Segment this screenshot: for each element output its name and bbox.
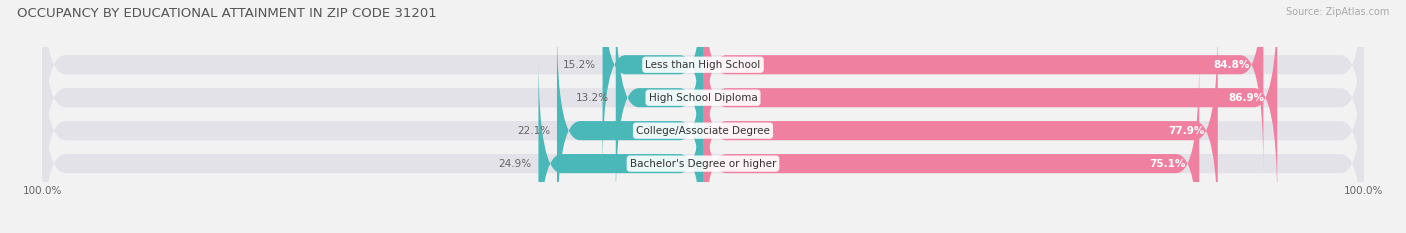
FancyBboxPatch shape [603, 0, 703, 171]
FancyBboxPatch shape [42, 0, 1364, 171]
Text: 15.2%: 15.2% [562, 60, 596, 70]
Text: 24.9%: 24.9% [499, 159, 531, 169]
FancyBboxPatch shape [703, 0, 1277, 203]
Text: Source: ZipAtlas.com: Source: ZipAtlas.com [1285, 7, 1389, 17]
Text: College/Associate Degree: College/Associate Degree [636, 126, 770, 136]
Text: Less than High School: Less than High School [645, 60, 761, 70]
Text: 13.2%: 13.2% [576, 93, 609, 103]
Text: 75.1%: 75.1% [1150, 159, 1187, 169]
FancyBboxPatch shape [42, 58, 1364, 233]
FancyBboxPatch shape [557, 25, 703, 233]
FancyBboxPatch shape [703, 25, 1218, 233]
Text: 86.9%: 86.9% [1227, 93, 1264, 103]
FancyBboxPatch shape [42, 25, 1364, 233]
FancyBboxPatch shape [616, 0, 703, 203]
FancyBboxPatch shape [703, 0, 1264, 171]
Text: 84.8%: 84.8% [1213, 60, 1250, 70]
FancyBboxPatch shape [538, 58, 703, 233]
Text: Bachelor's Degree or higher: Bachelor's Degree or higher [630, 159, 776, 169]
Text: 77.9%: 77.9% [1168, 126, 1205, 136]
FancyBboxPatch shape [42, 0, 1364, 203]
Text: 22.1%: 22.1% [517, 126, 550, 136]
Text: High School Diploma: High School Diploma [648, 93, 758, 103]
FancyBboxPatch shape [703, 58, 1199, 233]
Text: OCCUPANCY BY EDUCATIONAL ATTAINMENT IN ZIP CODE 31201: OCCUPANCY BY EDUCATIONAL ATTAINMENT IN Z… [17, 7, 437, 20]
